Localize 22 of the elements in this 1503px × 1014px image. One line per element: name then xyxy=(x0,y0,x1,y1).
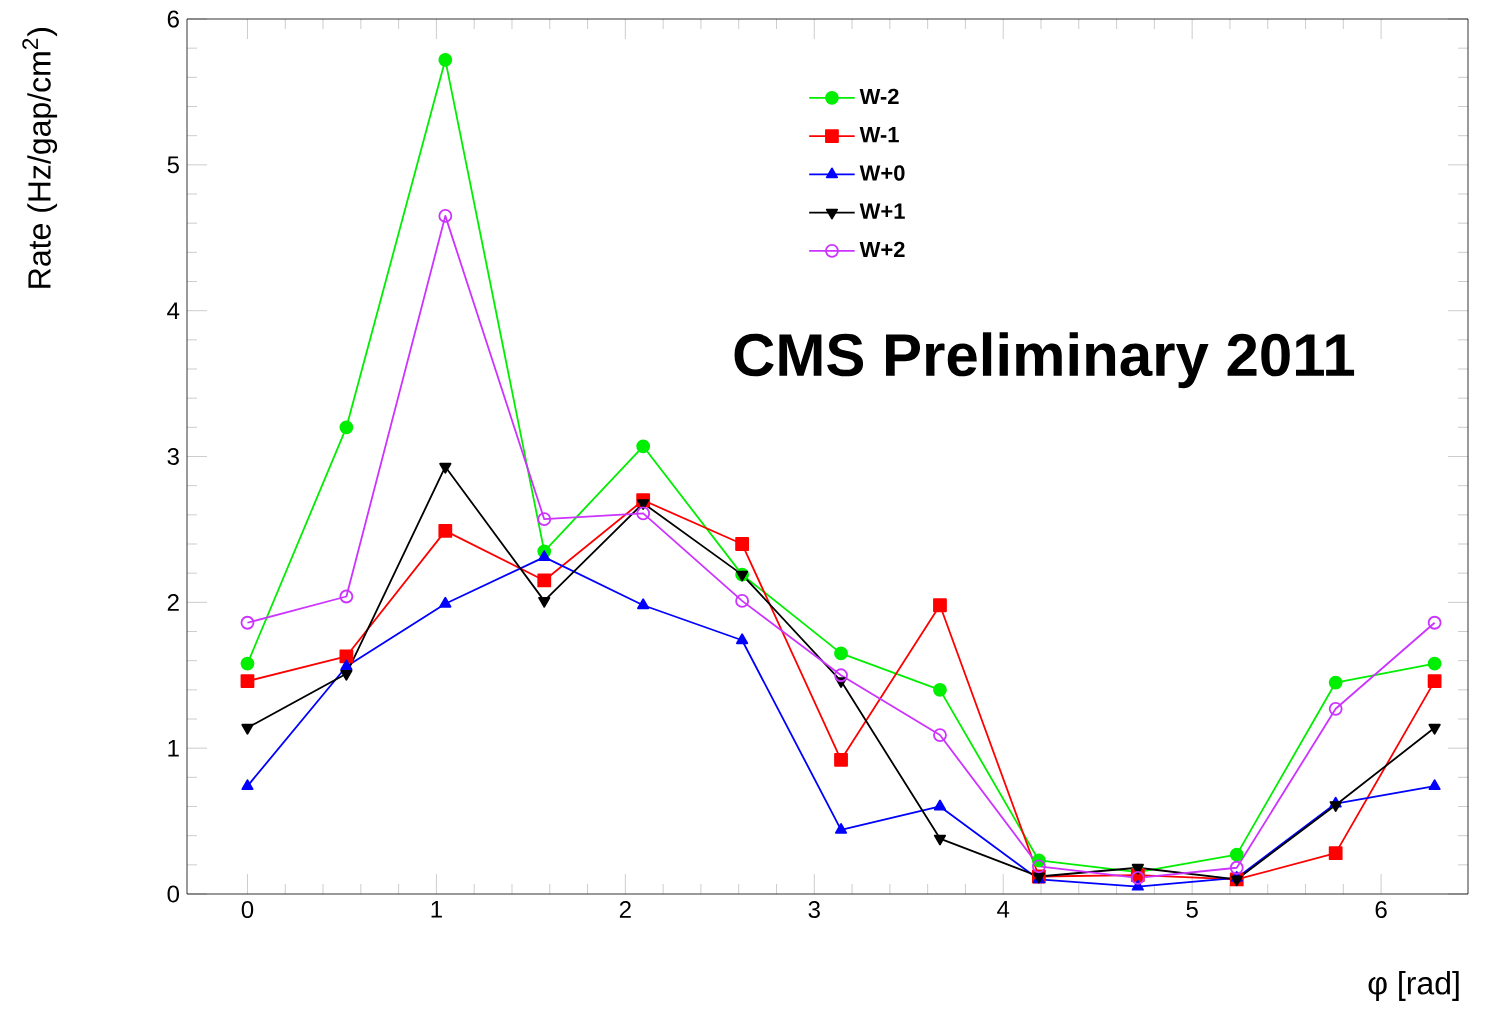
x-tick-label: 3 xyxy=(808,901,820,919)
x-tick-label: 5 xyxy=(1186,901,1198,918)
y-tick-label: 6 xyxy=(167,10,179,28)
y-tick-label: 3 xyxy=(167,448,179,465)
y-tick-label: 5 xyxy=(167,156,179,174)
x-tick-label: 1 xyxy=(431,901,442,918)
annotation: CMS Preliminary 2011 xyxy=(734,332,1355,389)
legend-label: W+2 xyxy=(859,241,905,258)
x-tick-label: 4 xyxy=(997,901,1010,918)
legend-label: W-1 xyxy=(859,127,899,143)
y-tick-label: 4 xyxy=(167,302,180,319)
x-tick-label: 2 xyxy=(619,901,631,918)
x-axis-title: φ [rad] xyxy=(1368,971,1459,1001)
y-axis-title: Rate (Hz/gap/cm$^{2}$) xyxy=(22,28,58,288)
x-tick-label: 6 xyxy=(1375,901,1387,919)
x-tick-label: 0 xyxy=(241,901,254,919)
legend-label: W+0 xyxy=(859,165,905,181)
y-tick-label: 1 xyxy=(168,739,179,757)
y-tick-label: 2 xyxy=(167,593,179,611)
legend-label: W-2 xyxy=(859,88,899,105)
y-tick-label: 0 xyxy=(167,885,180,903)
legend-label: W+1 xyxy=(859,203,905,219)
